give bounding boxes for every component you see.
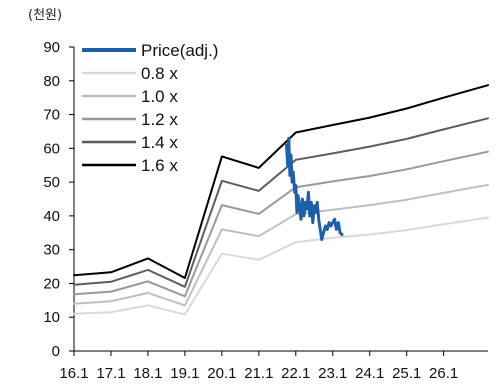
series-line-1-6-x	[73, 84, 489, 279]
series-line-1-2-x	[73, 150, 489, 298]
legend-label: 1.4 x	[141, 133, 178, 152]
legend-label: 1.0 x	[141, 87, 178, 106]
legend-item: 1.2 x	[82, 110, 178, 129]
x-tick-label: 19.1	[170, 365, 199, 382]
y-tick-label: 50	[43, 174, 60, 191]
y-tick-label: 60	[43, 140, 60, 157]
series-line-0-8-x	[73, 216, 489, 316]
x-tick-label: 18.1	[133, 365, 162, 382]
legend-label: Price(adj.)	[141, 41, 218, 60]
x-tick-label: 17.1	[96, 365, 125, 382]
x-tick-label: 20.1	[207, 365, 236, 382]
series-line-1-4-x	[73, 117, 489, 288]
x-tick-label: 23.1	[318, 365, 347, 382]
series-line-price	[285, 136, 344, 241]
legend-item: Price(adj.)	[82, 41, 218, 60]
y-tick-label: 70	[43, 107, 60, 124]
y-tick-label: 0	[52, 343, 60, 360]
y-tick-label: 80	[43, 73, 60, 90]
x-tick-label: 25.1	[392, 365, 421, 382]
x-tick-label: 22.1	[281, 365, 310, 382]
axes: 0 10 20 30 40 50 60 70 80 90 16.1 17.1 18.1 19.1 20.1 2…	[43, 39, 488, 382]
y-tick-label: 10	[43, 309, 60, 326]
legend-label: 1.2 x	[141, 110, 178, 129]
legend-item: 0.8 x	[82, 64, 178, 83]
legend-label: 1.6 x	[141, 156, 178, 175]
x-tick-label: 16.1	[59, 365, 88, 382]
legend-item: 1.6 x	[82, 156, 178, 175]
legend-item: 1.0 x	[82, 87, 178, 106]
unit-label: (천원)	[28, 8, 62, 23]
legend-label: 0.8 x	[141, 64, 178, 83]
legend-item: 1.4 x	[82, 133, 178, 152]
series-lines	[73, 84, 489, 316]
x-tick-label: 26.1	[429, 365, 458, 382]
y-tick-label: 30	[43, 242, 60, 259]
series-line-1-0-x	[73, 183, 489, 307]
x-tick-label: 21.1	[244, 365, 273, 382]
y-tick-label: 20	[43, 275, 60, 292]
y-tick-label: 90	[43, 39, 60, 56]
legend: Price(adj.) 0.8 x 1.0 x 1.2 x 1.4 x 1.6 x	[82, 41, 218, 175]
x-tick-label: 24.1	[355, 365, 384, 382]
y-tick-label: 40	[43, 208, 60, 225]
